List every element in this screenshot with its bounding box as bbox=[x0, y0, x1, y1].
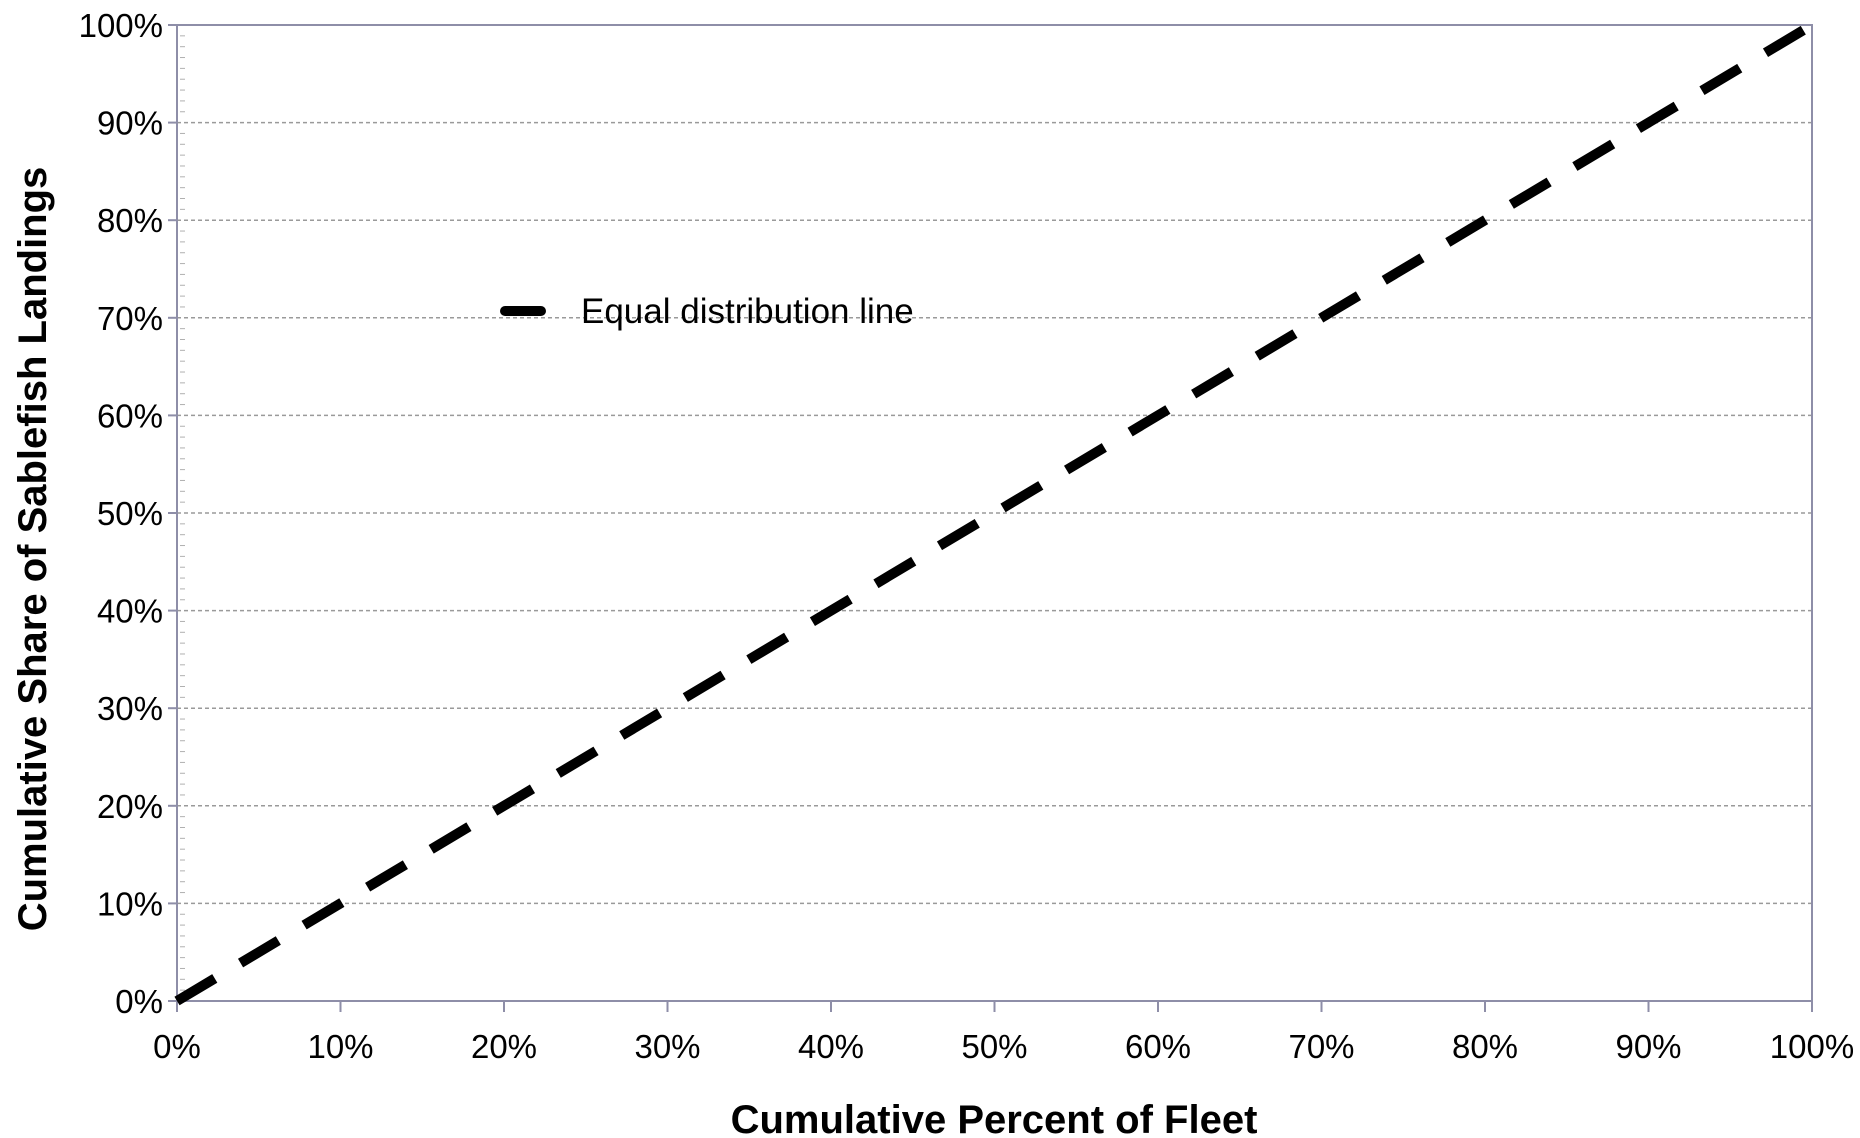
y-axis-title: Cumulative Share of Sablefish Landings bbox=[11, 167, 55, 932]
y-tick-label-5: 50% bbox=[97, 495, 163, 532]
y-axis: 0% 10% 20% 30% 40% 50% 60% 70% 80% 90% 100% bbox=[79, 7, 177, 1020]
x-tick-label-2: 20% bbox=[471, 1028, 537, 1065]
y-tick-label-4: 40% bbox=[97, 593, 163, 630]
x-axis: 0% 10% 20% 30% 40% 50% 60% 70% 80% 90% 100% bbox=[153, 1001, 1854, 1065]
series-layer bbox=[174, 20, 1815, 1006]
x-tick-label-7: 70% bbox=[1288, 1028, 1354, 1065]
legend: Equal distribution line bbox=[500, 292, 914, 331]
series-line-equal-distribution bbox=[174, 20, 1815, 1006]
y-tick-label-1: 10% bbox=[97, 885, 163, 922]
y-tick-label-9: 90% bbox=[97, 105, 163, 142]
x-tick-label-10: 100% bbox=[1770, 1028, 1854, 1065]
x-tick-label-0: 0% bbox=[153, 1028, 201, 1065]
y-tick-label-3: 30% bbox=[97, 690, 163, 727]
y-tick-label-2: 20% bbox=[97, 788, 163, 825]
legend-label-equal-distribution: Equal distribution line bbox=[581, 292, 914, 331]
x-axis-title: Cumulative Percent of Fleet bbox=[731, 1098, 1258, 1138]
x-tick-label-8: 80% bbox=[1452, 1028, 1518, 1065]
x-tick-label-4: 40% bbox=[798, 1028, 864, 1065]
x-tick-label-9: 90% bbox=[1615, 1028, 1681, 1065]
y-tick-label-7: 70% bbox=[97, 300, 163, 337]
y-minor-ticks bbox=[180, 35, 185, 991]
y-tick-label-8: 80% bbox=[97, 202, 163, 239]
x-tick-label-5: 50% bbox=[961, 1028, 1027, 1065]
x-tick-label-1: 10% bbox=[307, 1028, 373, 1065]
x-tick-label-6: 60% bbox=[1125, 1028, 1191, 1065]
x-tick-label-3: 30% bbox=[634, 1028, 700, 1065]
y-tick-label-6: 60% bbox=[97, 397, 163, 434]
y-tick-label-10: 100% bbox=[79, 7, 163, 44]
y-tick-label-0: 0% bbox=[115, 983, 163, 1020]
